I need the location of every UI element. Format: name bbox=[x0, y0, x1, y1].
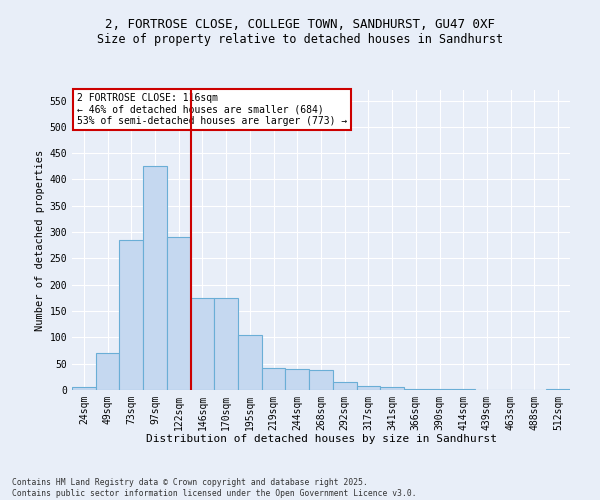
Text: 2 FORTROSE CLOSE: 116sqm
← 46% of detached houses are smaller (684)
53% of semi-: 2 FORTROSE CLOSE: 116sqm ← 46% of detach… bbox=[77, 93, 347, 126]
Bar bbox=[72, 388, 96, 390]
Bar bbox=[286, 369, 309, 390]
Bar bbox=[380, 388, 404, 390]
Bar bbox=[96, 353, 119, 390]
Text: Size of property relative to detached houses in Sandhurst: Size of property relative to detached ho… bbox=[97, 32, 503, 46]
Bar bbox=[238, 334, 262, 390]
Bar bbox=[214, 298, 238, 390]
Bar bbox=[356, 386, 380, 390]
Bar bbox=[333, 382, 356, 390]
Bar bbox=[404, 389, 428, 390]
Bar bbox=[191, 298, 214, 390]
Y-axis label: Number of detached properties: Number of detached properties bbox=[35, 150, 46, 330]
Bar bbox=[143, 166, 167, 390]
Bar bbox=[262, 368, 286, 390]
Text: 2, FORTROSE CLOSE, COLLEGE TOWN, SANDHURST, GU47 0XF: 2, FORTROSE CLOSE, COLLEGE TOWN, SANDHUR… bbox=[105, 18, 495, 30]
Bar bbox=[546, 389, 570, 390]
X-axis label: Distribution of detached houses by size in Sandhurst: Distribution of detached houses by size … bbox=[146, 434, 497, 444]
Text: Contains HM Land Registry data © Crown copyright and database right 2025.
Contai: Contains HM Land Registry data © Crown c… bbox=[12, 478, 416, 498]
Bar bbox=[167, 238, 191, 390]
Bar bbox=[119, 240, 143, 390]
Bar bbox=[309, 370, 333, 390]
